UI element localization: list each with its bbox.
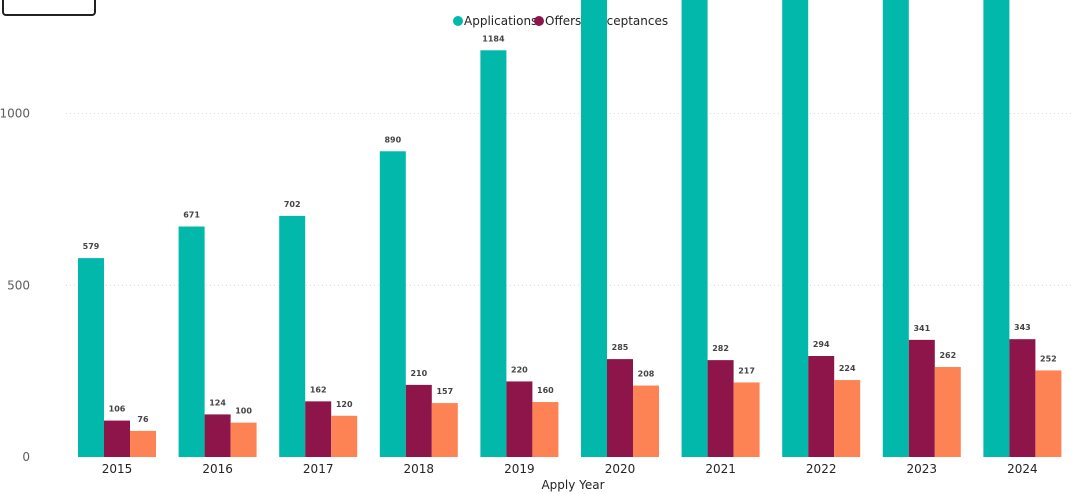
data-label: 285 [612,343,629,352]
x-tick-label: 2019 [504,462,535,476]
bar-acceptances-2022[interactable] [834,380,861,457]
data-label: 208 [638,370,655,379]
bar-offers-2018[interactable] [405,384,432,457]
bar-applications-2019[interactable] [480,50,507,458]
x-tick-label: 2016 [202,462,233,476]
bar-applications-2015[interactable] [78,258,104,457]
data-label: 282 [712,344,729,353]
data-labels: 579 106 76 671 124 100 702 162 120 890 210 157 1184 2… [83,34,1057,424]
legend-item-applications[interactable]: Applications [453,14,537,28]
x-tick-label: 2022 [806,462,837,476]
bar-applications-2018[interactable] [379,151,406,457]
bar-acceptances-2015[interactable] [130,430,156,457]
data-label: 157 [436,387,453,396]
bar-acceptances-2021[interactable] [733,382,760,457]
data-label: 341 [913,324,930,333]
bars [78,0,1062,458]
bar-acceptances-2017[interactable] [331,415,358,457]
data-label: 120 [336,400,353,409]
y-tick-label: 0 [22,450,30,464]
bar-applications-2023[interactable] [882,0,909,457]
bar-offers-2023[interactable] [908,339,935,457]
legend-label: Acceptances [592,14,668,28]
bar-offers-2019[interactable] [506,381,533,457]
bar-offers-2022[interactable] [808,356,835,457]
bar-offers-2016[interactable] [204,414,231,457]
legend-marker [453,16,463,26]
x-tick-label: 2018 [404,462,435,476]
x-axis: 2015 2016 2017 2018 2019 2020 2021 2022 2023 2024 [102,462,1038,476]
bar-acceptances-2019[interactable] [532,402,559,457]
x-tick-label: 2023 [907,462,938,476]
data-label: 343 [1014,323,1031,332]
data-label: 162 [310,385,327,394]
data-label: 890 [384,135,401,144]
data-label: 100 [235,407,252,416]
legend: Applications Offers Acceptances [453,14,668,28]
bar-offers-2024[interactable] [1009,339,1036,457]
legend-item-offers[interactable]: Offers [534,14,581,28]
bar-acceptances-2016[interactable] [230,422,257,457]
bar-acceptances-2018[interactable] [431,403,458,457]
data-label: 124 [209,398,226,407]
legend-label: Offers [545,14,581,28]
corner-control[interactable] [2,0,96,16]
data-label: 671 [183,211,200,220]
bar-applications-2020[interactable] [581,0,607,457]
gridlines [66,113,1072,286]
data-label: 224 [839,364,856,373]
x-tick-label: 2017 [303,462,334,476]
bar-offers-2015[interactable] [104,420,130,457]
y-tick-label: 1000 [0,107,30,121]
legend-label: Applications [464,14,537,28]
data-label: 220 [511,365,528,374]
data-label: 160 [537,386,554,395]
x-axis-title: Apply Year [541,478,604,492]
bar-offers-2017[interactable] [305,401,332,457]
data-label: 76 [137,415,149,424]
bar-acceptances-2024[interactable] [1035,370,1062,457]
x-tick-label: 2024 [1007,462,1038,476]
bar-applications-2022[interactable] [782,0,809,457]
bar-acceptances-2023[interactable] [934,367,961,457]
bar-acceptances-2020[interactable] [633,385,659,457]
legend-marker [534,16,544,26]
data-label: 1184 [482,34,505,43]
x-tick-label: 2021 [705,462,736,476]
data-label: 217 [738,366,755,375]
data-label: 702 [284,200,301,209]
data-label: 210 [410,369,427,378]
data-label: 579 [83,242,100,251]
data-label: 294 [813,340,830,349]
bar-applications-2017[interactable] [279,215,306,457]
bar-offers-2020[interactable] [607,359,633,457]
data-label: 252 [1040,354,1057,363]
bar-applications-2016[interactable] [178,226,205,457]
y-tick-label: 500 [7,278,30,292]
x-tick-label: 2015 [102,462,133,476]
data-label: 106 [109,405,126,414]
bar-applications-2024[interactable] [983,0,1010,457]
data-label: 262 [939,351,956,360]
y-axis: 0500100015002000 [0,107,30,465]
bar-applications-2021[interactable] [681,0,708,457]
bar-offers-2021[interactable] [707,360,734,457]
x-tick-label: 2020 [605,462,636,476]
